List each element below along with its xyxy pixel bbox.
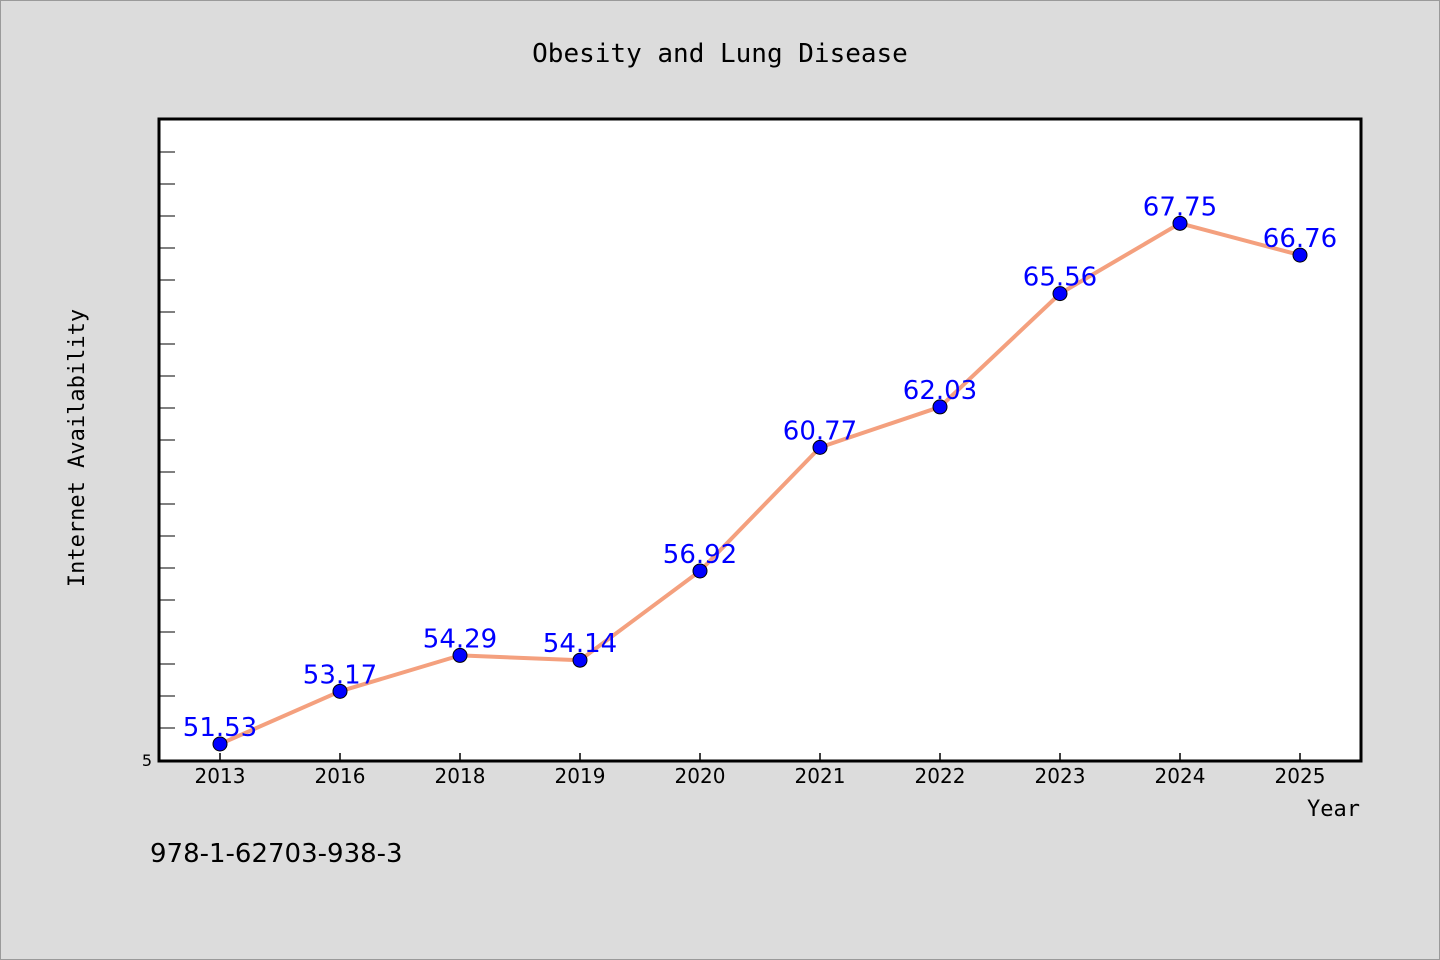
data-label: 54.29 <box>423 624 497 654</box>
x-tick-label: 2013 <box>195 764 246 788</box>
x-tick-label: 2016 <box>315 764 366 788</box>
y-axis-label: Internet Availability <box>65 309 90 587</box>
data-point <box>452 647 468 663</box>
x-tick-label: 2021 <box>795 764 846 788</box>
data-point <box>1172 215 1188 231</box>
data-point <box>332 683 348 699</box>
data-point <box>932 399 948 415</box>
data-label: 66.76 <box>1263 224 1337 254</box>
data-label: 54.14 <box>543 629 617 659</box>
x-tick-label: 2025 <box>1275 764 1326 788</box>
x-axis-ticks: 2013 2016 2018 2019 2020 2021 2022 2023 2024 2025 <box>195 753 1326 788</box>
x-tick-label: 2024 <box>1155 764 1206 788</box>
series-group: 51.53 53.17 54.29 54.14 56.92 60.77 62.03 65.56… <box>183 192 1337 752</box>
data-label: 65.56 <box>1023 263 1097 293</box>
chart-title: Obesity and Lung Disease <box>532 39 908 69</box>
data-label: 62.03 <box>903 376 977 406</box>
y-tick-label: 5 <box>142 751 152 770</box>
data-point <box>212 736 228 752</box>
data-point <box>1052 286 1068 302</box>
data-label: 53.17 <box>303 660 377 690</box>
data-point <box>1292 247 1308 263</box>
series-line <box>219 221 1301 746</box>
data-label: 51.53 <box>183 713 257 743</box>
x-tick-label: 2019 <box>555 764 606 788</box>
data-point <box>692 563 708 579</box>
y-axis-ticks <box>159 151 175 729</box>
plot-area <box>157 117 1363 763</box>
x-tick-label: 2020 <box>675 764 726 788</box>
x-tick-label: 2018 <box>435 764 486 788</box>
footer-isbn: 978-1-62703-938-3 <box>150 839 403 869</box>
data-label: 67.75 <box>1143 192 1217 222</box>
x-tick-label: 2023 <box>1035 764 1086 788</box>
data-label: 60.77 <box>783 416 857 446</box>
x-axis-label: Year <box>1307 797 1360 822</box>
data-point <box>572 652 588 668</box>
x-tick-label: 2022 <box>915 764 966 788</box>
data-label: 56.92 <box>663 540 737 570</box>
data-point <box>812 439 828 455</box>
